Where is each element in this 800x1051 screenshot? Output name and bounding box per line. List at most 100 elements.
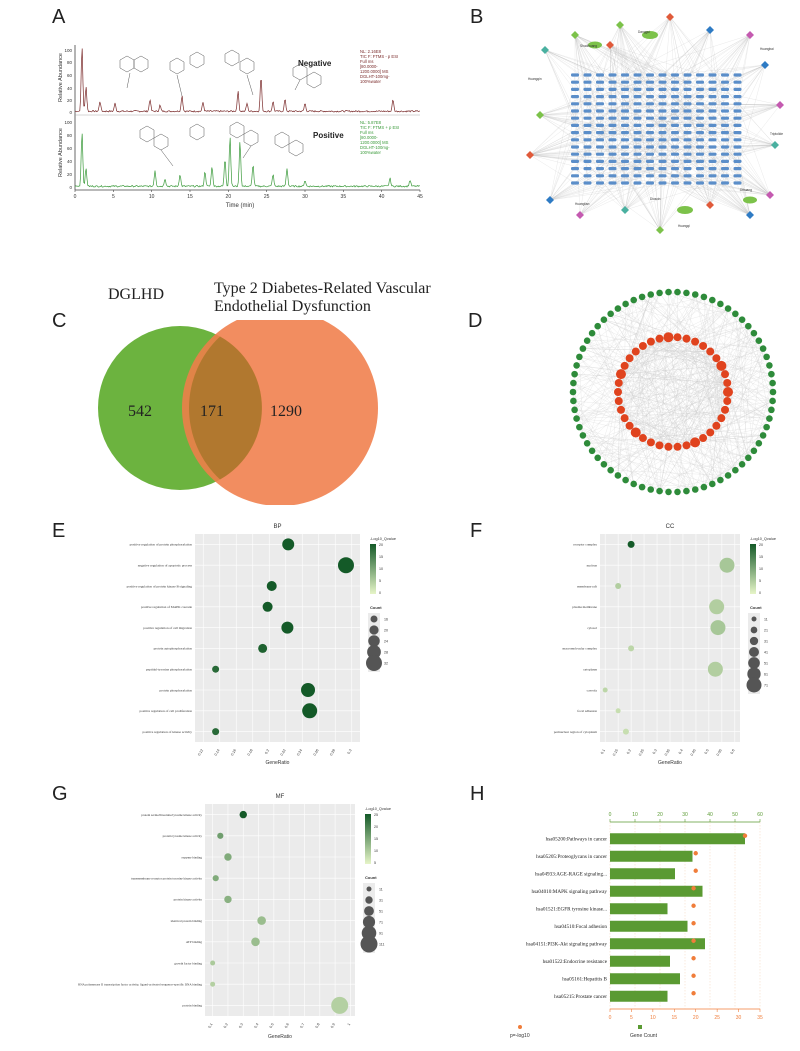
network-edge [576, 296, 704, 419]
legend-size-title: Count [365, 875, 377, 880]
network-edge [635, 351, 772, 375]
network-edge [624, 365, 736, 471]
network-edge [579, 182, 651, 216]
gene-count-bar [610, 850, 693, 862]
target-node [658, 174, 667, 178]
legend-color-tick: 15 [374, 837, 378, 841]
network-edge [572, 326, 749, 393]
target-node [608, 80, 617, 84]
network-edge [574, 168, 626, 211]
network-edge [674, 96, 711, 206]
legend-size-dot [367, 645, 381, 659]
network-edge [629, 294, 696, 426]
target-node [596, 109, 604, 113]
plot-title: MF [276, 794, 285, 800]
network-edge [742, 383, 773, 465]
data-dot [627, 540, 635, 548]
target-node [671, 174, 679, 178]
network-edge [753, 333, 770, 419]
network-edge [687, 139, 751, 216]
target-node [633, 116, 642, 120]
outer-node [588, 329, 596, 337]
herb-label: Triptolide [770, 132, 783, 136]
network-edge [544, 49, 663, 104]
target-node [658, 109, 667, 113]
target-node [633, 138, 642, 142]
network-edge [624, 34, 751, 176]
pathway-label: hsa01522:Endocrine resistance [543, 959, 608, 965]
x-tick-label: 45 [417, 194, 423, 200]
legend-color-tick: 10 [759, 567, 763, 571]
target-node [633, 109, 642, 113]
target-node [621, 95, 629, 99]
p-value-dot [691, 903, 696, 908]
inner-node [673, 333, 682, 342]
target-node [571, 87, 579, 91]
network-edge [587, 338, 660, 341]
outer-node [600, 316, 608, 324]
network-edge [635, 345, 644, 433]
legend-color-tick: 20 [374, 825, 378, 829]
target-node [696, 73, 704, 77]
network-edge [574, 82, 661, 231]
legend-size-dot [370, 615, 378, 623]
target-node [583, 167, 592, 171]
target-node [696, 138, 704, 142]
network-edge [635, 351, 726, 410]
network-edge [574, 34, 588, 97]
y-tick-label: positive regulation of MAPK cascade [141, 605, 193, 609]
network-edge [737, 34, 751, 97]
legend-color-tick: 5 [374, 861, 376, 865]
network-edge [587, 74, 626, 211]
network-edge [582, 292, 660, 349]
target-node [583, 80, 592, 84]
network-edge [574, 34, 688, 184]
target-node [733, 159, 742, 163]
plot-title: BP [273, 524, 281, 530]
bottom-axis-label: 10 [650, 1015, 656, 1021]
y-tick-label: macromolecular complex [562, 647, 597, 651]
target-node [696, 145, 704, 149]
outer-node [759, 345, 767, 352]
network-edge [582, 435, 721, 481]
x-tick-label: 15 [187, 194, 193, 200]
network-edge [650, 341, 711, 352]
network-edge [609, 44, 651, 83]
outer-node [769, 397, 776, 405]
data-dot [710, 620, 726, 636]
target-node [658, 102, 667, 106]
outer-node [614, 305, 622, 312]
network-edge [610, 470, 729, 476]
outer-node [769, 379, 776, 387]
network-edge [587, 16, 671, 97]
outer-node [755, 439, 763, 447]
y-tick-label: peptidyl-tyrosine phosphorylation [146, 668, 192, 672]
network-edge [599, 64, 766, 90]
network-edge [629, 358, 696, 490]
network-edge [637, 74, 771, 196]
y-tick-label: positive regulation of kinase activity [142, 730, 192, 734]
network-edge [574, 24, 621, 119]
outer-node [600, 460, 608, 468]
network-edge [642, 326, 749, 347]
network-edge [574, 409, 634, 485]
network-edge [695, 435, 764, 443]
target-node [608, 109, 617, 113]
target-node [646, 181, 654, 185]
network-edge [549, 96, 588, 201]
target-node [696, 123, 704, 127]
target-node [658, 87, 667, 91]
target-node [583, 73, 592, 77]
network-edge [582, 348, 728, 402]
network-edge [633, 483, 704, 488]
target-node [683, 131, 692, 135]
network-edge [649, 175, 751, 216]
legend-dot [518, 1025, 522, 1029]
network-edge [617, 296, 704, 393]
target-node [658, 73, 667, 77]
outer-node [717, 300, 724, 308]
target-node [658, 123, 667, 127]
bottom-axis-label: 25 [714, 1015, 720, 1021]
pathway-label: hsa04933:AGE-RAGE signaling... [535, 872, 607, 878]
network-edge [582, 435, 687, 492]
